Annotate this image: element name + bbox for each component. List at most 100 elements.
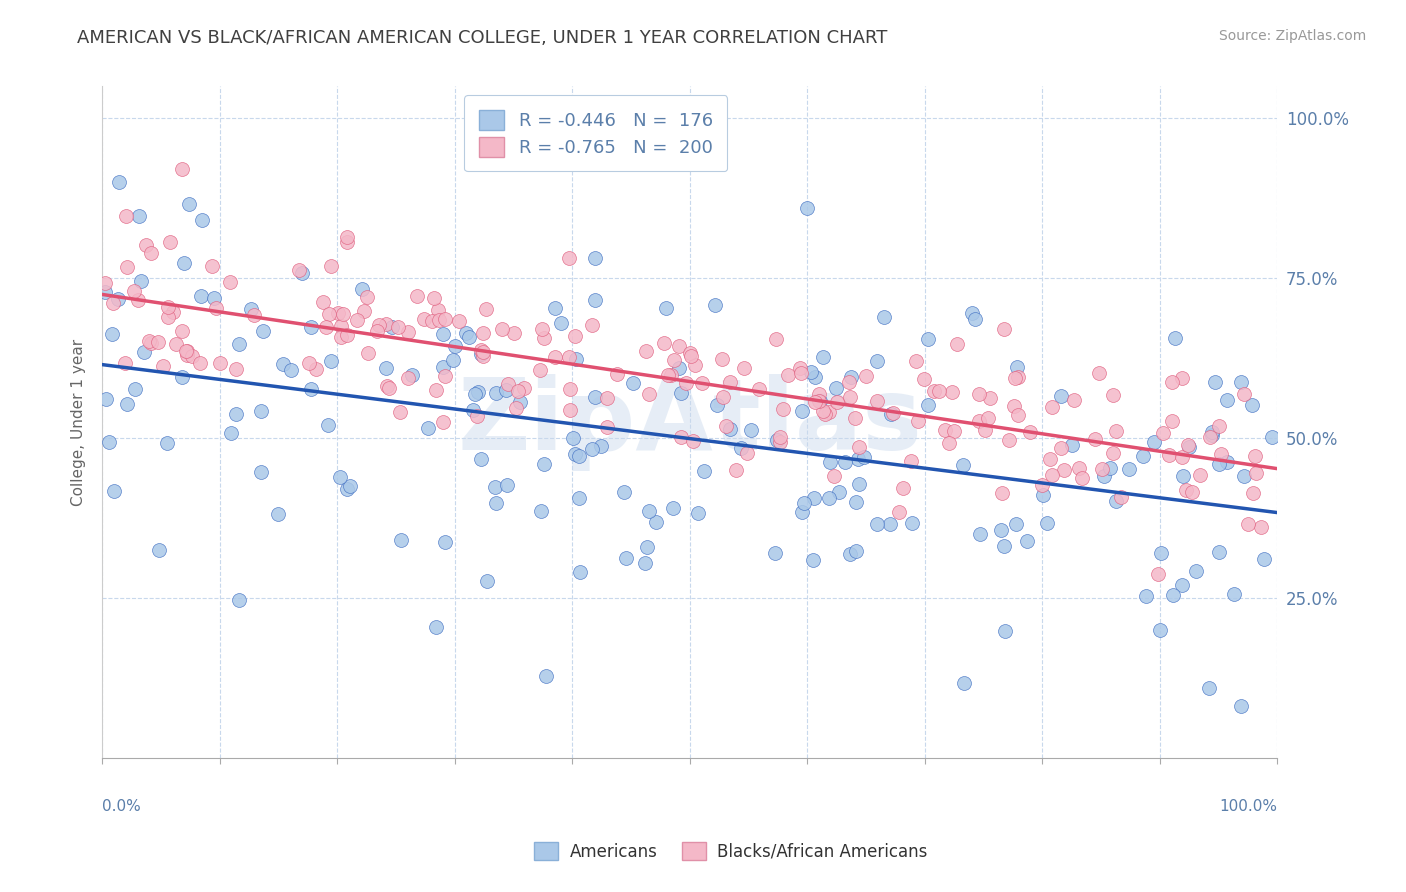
Point: [495, 384, 517, 398]
Point: [808, 394, 831, 409]
Point: [396, 371, 419, 385]
Point: [692, 464, 714, 478]
Point: [733, 360, 755, 375]
Point: [471, 344, 494, 359]
Point: [589, 439, 612, 453]
Point: [657, 368, 679, 382]
Point: [1181, 485, 1204, 500]
Point: [176, 348, 198, 362]
Point: [873, 310, 896, 324]
Point: [312, 294, 335, 309]
Point: [568, 449, 591, 463]
Point: [823, 469, 845, 483]
Point: [94, 285, 117, 300]
Point: [963, 311, 986, 326]
Point: [1160, 414, 1182, 428]
Point: [1163, 588, 1185, 602]
Point: [748, 382, 770, 396]
Point: [321, 259, 343, 273]
Point: [170, 370, 193, 384]
Point: [330, 329, 353, 343]
Text: AMERICAN VS BLACK/AFRICAN AMERICAN COLLEGE, UNDER 1 YEAR CORRELATION CHART: AMERICAN VS BLACK/AFRICAN AMERICAN COLLE…: [77, 29, 887, 46]
Point: [496, 376, 519, 391]
Point: [1060, 438, 1083, 452]
Point: [1253, 551, 1275, 566]
Point: [465, 409, 488, 423]
Point: [128, 210, 150, 224]
Point: [967, 387, 990, 401]
Point: [131, 274, 153, 288]
Point: [512, 381, 534, 395]
Point: [467, 385, 489, 400]
Point: [893, 481, 915, 495]
Point: [993, 539, 1015, 553]
Point: [1118, 461, 1140, 475]
Point: [122, 284, 145, 298]
Point: [848, 477, 870, 491]
Point: [796, 201, 818, 215]
Point: [1240, 398, 1263, 412]
Point: [1241, 485, 1264, 500]
Point: [162, 305, 184, 319]
Point: [661, 500, 683, 515]
Point: [827, 485, 849, 500]
Point: [560, 382, 582, 396]
Point: [422, 291, 444, 305]
Point: [1053, 463, 1076, 477]
Point: [505, 401, 527, 415]
Point: [1244, 466, 1267, 480]
Point: [339, 479, 361, 493]
Point: [711, 390, 734, 404]
Point: [583, 390, 606, 404]
Point: [1102, 388, 1125, 402]
Point: [152, 359, 174, 373]
Point: [368, 318, 391, 332]
Point: [534, 669, 557, 683]
Point: [1229, 699, 1251, 714]
Point: [299, 319, 322, 334]
Point: [879, 517, 901, 532]
Point: [166, 337, 188, 351]
Point: [115, 210, 138, 224]
Point: [138, 334, 160, 348]
Point: [477, 574, 499, 589]
Point: [765, 332, 787, 346]
Point: [426, 303, 449, 318]
Point: [1039, 452, 1062, 467]
Point: [172, 162, 194, 177]
Point: [108, 175, 131, 189]
Point: [135, 237, 157, 252]
Point: [173, 256, 195, 270]
Point: [845, 544, 868, 558]
Point: [375, 361, 398, 376]
Point: [280, 363, 302, 377]
Point: [252, 324, 274, 338]
Point: [735, 446, 758, 460]
Point: [475, 301, 498, 316]
Point: [997, 433, 1019, 447]
Point: [912, 372, 935, 386]
Point: [880, 407, 903, 421]
Point: [668, 361, 690, 376]
Point: [1063, 393, 1085, 408]
Point: [1208, 419, 1230, 434]
Text: ZipAtlas: ZipAtlas: [457, 374, 922, 471]
Point: [974, 423, 997, 437]
Point: [1159, 448, 1181, 462]
Point: [991, 485, 1014, 500]
Point: [329, 319, 352, 334]
Point: [420, 314, 443, 328]
Point: [636, 343, 658, 358]
Point: [804, 394, 827, 409]
Point: [1164, 331, 1187, 345]
Point: [484, 496, 506, 510]
Point: [814, 407, 837, 421]
Point: [1149, 624, 1171, 638]
Point: [818, 455, 841, 469]
Point: [855, 368, 877, 383]
Point: [139, 336, 162, 351]
Point: [350, 282, 373, 296]
Point: [960, 306, 983, 320]
Point: [336, 235, 359, 249]
Point: [1208, 457, 1230, 471]
